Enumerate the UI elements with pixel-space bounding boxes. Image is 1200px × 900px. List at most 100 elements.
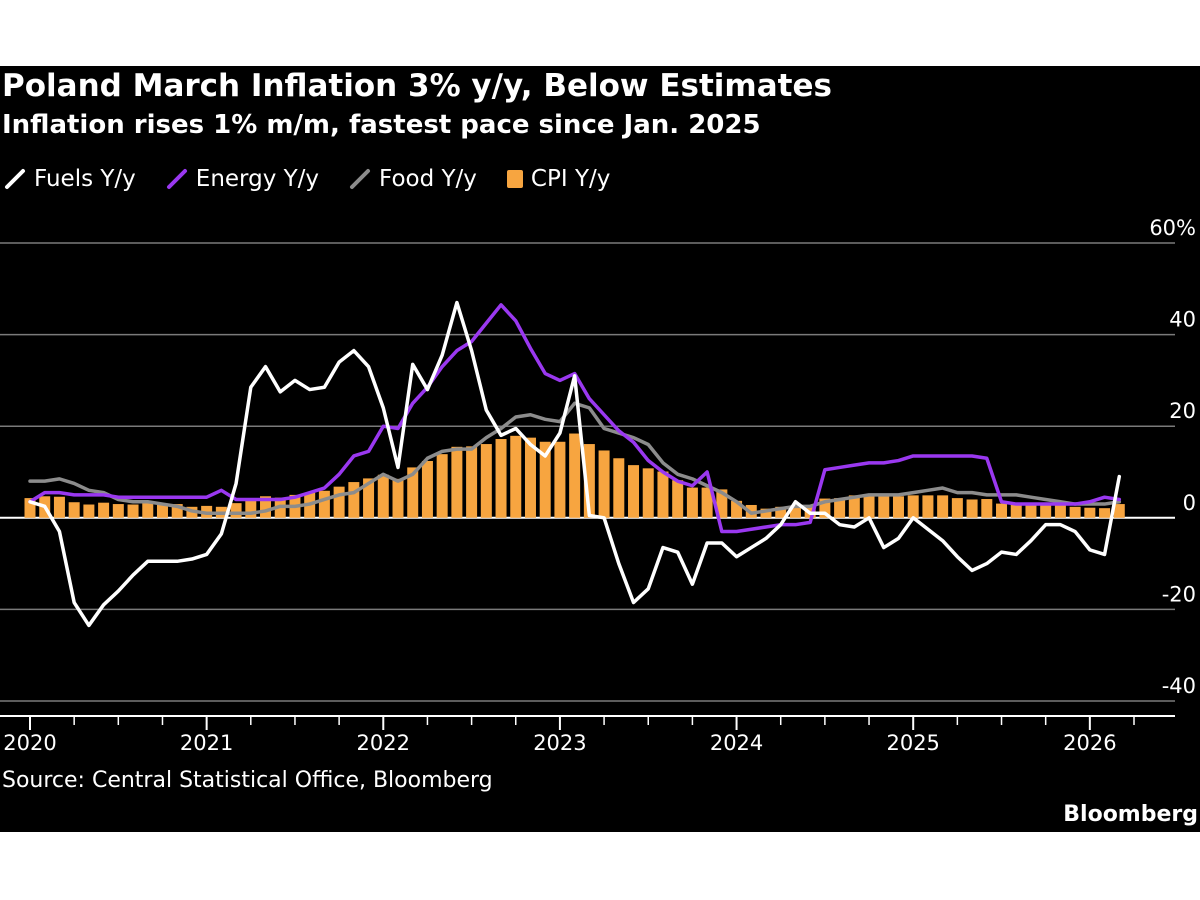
cpi-bar [171, 504, 183, 518]
cpi-bar [834, 498, 846, 518]
source-note: Source: Central Statistical Office, Bloo… [2, 768, 493, 793]
cpi-bar [1025, 504, 1037, 518]
cpi-bar [98, 502, 110, 518]
legend-label-cpi: CPI Y/y [530, 166, 611, 192]
cpi-bar [421, 461, 433, 518]
y-tick-label: 40 [1169, 308, 1196, 332]
x-tick-label: 2022 [357, 731, 410, 755]
y-tick-label: -40 [1162, 674, 1196, 698]
cpi-bar [510, 435, 522, 518]
energy-line [28, 303, 1122, 534]
x-tick-label: 2020 [3, 731, 56, 755]
legend-item-fuels: Fuels Y/y [4, 166, 136, 192]
cpi-bar [642, 468, 654, 518]
cpi-bar [127, 504, 139, 518]
x-tick-label: 2024 [710, 731, 763, 755]
x-axis: 2020 2021 2022 2023 2024 2025 2026 [0, 715, 1175, 755]
fuels-line [28, 300, 1122, 628]
legend-label-food: Food Y/y [379, 166, 477, 192]
legend-label-energy: Energy Y/y [195, 166, 320, 192]
food-line [28, 401, 1122, 515]
cpi-bar [907, 495, 919, 518]
cpi-bar [1010, 504, 1022, 518]
cpi-bar [628, 465, 640, 518]
legend-item-energy: Energy Y/y [166, 166, 319, 192]
cpi-bar [377, 474, 389, 518]
cpi-bar [922, 495, 934, 518]
cpi-bar [68, 502, 80, 518]
cpi-bar [466, 446, 478, 518]
cpi-bar [1069, 506, 1081, 518]
y-axis-labels: 60% 40 20 0 -20 -40 [1149, 216, 1196, 698]
cpi-bar [480, 444, 492, 518]
cpi-bar [672, 480, 684, 518]
cpi-bar [598, 450, 610, 518]
cpi-bar [1099, 508, 1111, 518]
cpi-bar [392, 478, 404, 518]
legend-item-cpi: CPI Y/y [506, 166, 611, 192]
cpi-bar [863, 494, 875, 518]
cpi-bar [230, 503, 242, 518]
cpi-bar [83, 504, 95, 518]
cpi-bar [363, 478, 375, 518]
cpi-bar [1054, 504, 1066, 518]
x-tick-label: 2023 [533, 731, 586, 755]
cpi-bar [245, 498, 257, 518]
cpi-bar [407, 467, 419, 518]
cpi-bar [716, 489, 728, 518]
cpi-bar [524, 437, 536, 518]
plot-area: 2020 2021 2022 2023 2024 2025 2026 60% 40 20 0 -20… [0, 216, 1196, 755]
cpi-bar [24, 498, 36, 518]
bloomberg-logo: Bloomberg [1063, 802, 1198, 827]
x-tick-label: 2021 [180, 731, 233, 755]
cpi-bar [731, 500, 743, 518]
cpi-bar [966, 499, 978, 518]
cpi-bar [951, 498, 963, 518]
y-tick-label: 20 [1169, 399, 1196, 423]
y-tick-label: 0 [1183, 491, 1196, 515]
x-tick-label: 2026 [1063, 731, 1116, 755]
cpi-bar [260, 496, 272, 518]
cpi-bar [554, 441, 566, 518]
cpi-bar [996, 503, 1008, 518]
legend-item-food: Food Y/y [349, 166, 477, 192]
cpi-bar [1040, 504, 1052, 518]
cpi-bar [1113, 504, 1125, 518]
cpi-bar [53, 496, 65, 518]
cpi-bar [789, 506, 801, 518]
cpi-bar [156, 503, 168, 518]
cpi-bar [451, 446, 463, 518]
fuels-line-swatch-icon [5, 169, 25, 189]
cpi-bars [24, 433, 1125, 518]
legend: Fuels Y/y Energy Y/y Food Y/y CPI Y/y [4, 162, 610, 196]
cpi-bar [878, 496, 890, 518]
cpi-bar [760, 508, 772, 518]
cpi-bar [686, 487, 698, 518]
cpi-bar [348, 482, 360, 518]
chart-title: Poland March Inflation 3% y/y, Below Est… [2, 68, 832, 104]
series-lines [28, 300, 1122, 628]
cpi-bar [701, 487, 713, 518]
food-line-swatch-icon [350, 169, 371, 189]
cpi-bar [333, 486, 345, 518]
cpi-bar [583, 444, 595, 518]
chart-panel: Poland March Inflation 3% y/y, Below Est… [0, 66, 1200, 832]
cpi-bar [937, 495, 949, 518]
cpi-bar [142, 503, 154, 518]
cpi-bar [819, 498, 831, 518]
cpi-bar [495, 439, 507, 518]
y-tick-label: -20 [1162, 582, 1196, 606]
cpi-bar [775, 506, 787, 518]
cpi-bar [981, 499, 993, 518]
chart-subtitle: Inflation rises 1% m/m, fastest pace sin… [2, 110, 761, 140]
cpi-bar [892, 496, 904, 518]
cpi-bar [318, 490, 330, 518]
cpi-bar [848, 495, 860, 518]
legend-label-fuels: Fuels Y/y [34, 166, 136, 192]
cpi-bar [539, 441, 551, 518]
y-tick-label: 60% [1149, 216, 1196, 240]
cpi-bar [613, 458, 625, 518]
cpi-bar [569, 433, 581, 518]
cpi-bar-swatch-icon [506, 170, 523, 188]
x-tick-label: 2025 [886, 731, 939, 755]
